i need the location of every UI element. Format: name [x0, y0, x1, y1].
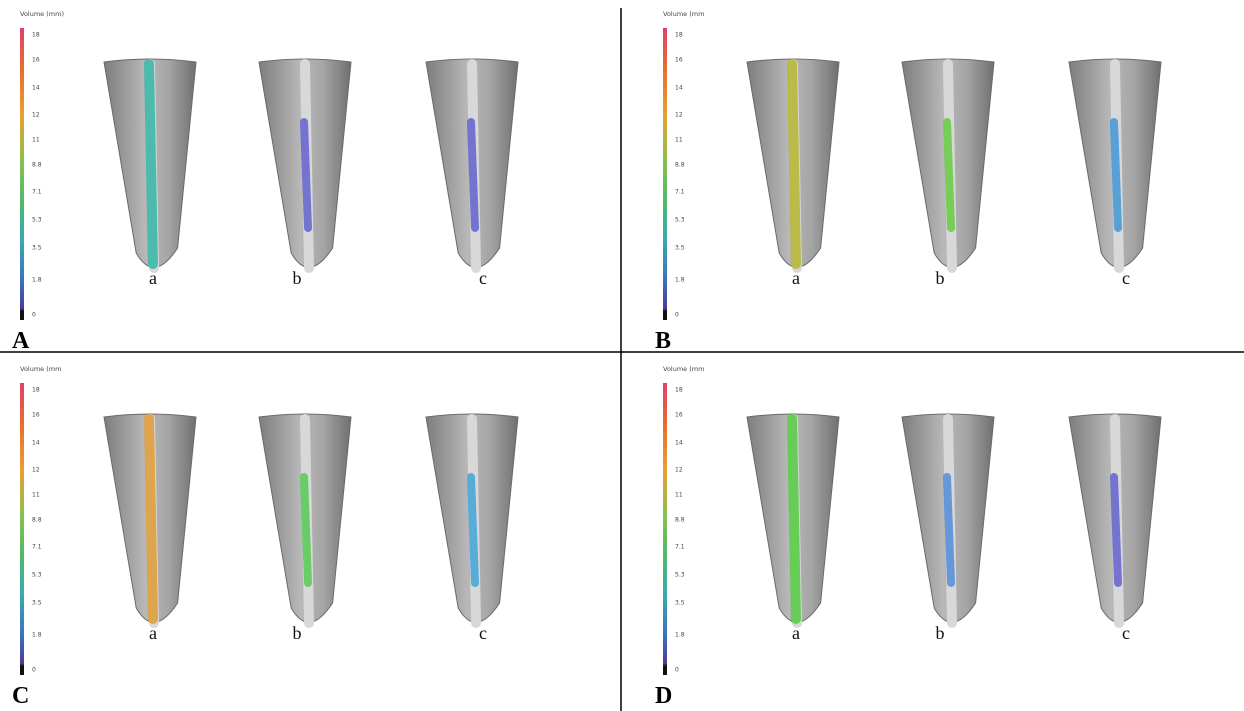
scale-tick-label: 3.5: [32, 600, 42, 607]
scale-tick-label: 16: [675, 412, 683, 419]
scale-tick-label: 16: [675, 57, 683, 64]
color-scale: [663, 383, 667, 675]
scale-tick-label: 5.3: [675, 217, 685, 224]
scale-tick-label: 12: [675, 112, 683, 119]
scale-tick-label: 11: [675, 137, 683, 144]
sample-label: a: [149, 623, 157, 643]
scale-tick-label: 16: [32, 412, 40, 419]
scale-tick-label: 8.8: [32, 162, 42, 169]
scale-tick-label: 3.5: [675, 600, 685, 607]
panel: Volume (mm 18 16 14 12 11 8.8 7.1 5.3 3.5 1.8 0 a b c B: [655, 10, 1162, 354]
panel-letter: B: [655, 328, 671, 354]
scale-title: Volume (mm: [20, 365, 61, 373]
scale-tick-label: 5.3: [32, 217, 42, 224]
scale-tick-label: 14: [32, 85, 40, 92]
scale-tick-label: 16: [32, 57, 40, 64]
scale-tick-label: 7.1: [32, 544, 42, 551]
scale-tick-label: 14: [32, 440, 40, 447]
sample-label: b: [936, 623, 945, 643]
scale-title: Volume (mm): [20, 10, 64, 18]
scale-tick-label: 0: [32, 667, 36, 674]
scale-tick-label: 12: [32, 112, 40, 119]
scale-tick-label: 11: [32, 492, 40, 499]
scale-tick-label: 11: [32, 137, 40, 144]
scale-tick-label: 8.8: [675, 162, 685, 169]
scale-tick-label: 7.1: [32, 189, 42, 196]
scale-tick-label: 12: [32, 467, 40, 474]
sample-label: b: [293, 268, 302, 288]
scale-tick-label: 14: [675, 85, 683, 92]
scale-tick-label: 7.1: [675, 544, 685, 551]
sample-label: b: [293, 623, 302, 643]
scale-tick-label: 1.8: [32, 277, 42, 284]
filling: [467, 473, 479, 587]
panel-letter: C: [12, 683, 29, 709]
filling: [144, 414, 158, 624]
scale-tick-label: 8.8: [32, 517, 42, 524]
filling: [300, 473, 312, 587]
scale-tick-label: 14: [675, 440, 683, 447]
scale-tick-label: 12: [675, 467, 683, 474]
scale-tick-label: 1.8: [32, 632, 42, 639]
scale-tick-label: 5.3: [32, 572, 42, 579]
sample-label: c: [479, 623, 487, 643]
scale-tick-label: 18: [675, 32, 683, 39]
color-scale: [663, 28, 667, 320]
scale-tick-label: 0: [675, 312, 679, 319]
filling: [1110, 118, 1122, 232]
panel: Volume (mm) 18 16 14 12 11 8.8 7.1 5.3 3.5 1.8 0 a b c…: [12, 10, 519, 354]
panel: Volume (mm 18 16 14 12 11 8.8 7.1 5.3 3.5 1.8 0 a b c C: [12, 365, 519, 709]
scale-tick-label: 8.8: [675, 517, 685, 524]
scale-tick-label: 7.1: [675, 189, 685, 196]
panel-letter: A: [12, 328, 30, 354]
filling: [943, 473, 955, 587]
sample-label: b: [936, 268, 945, 288]
scale-title: Volume (mm: [663, 365, 704, 373]
scale-tick-label: 1.8: [675, 277, 685, 284]
filling: [787, 414, 801, 624]
panel: Volume (mm 18 16 14 12 11 8.8 7.1 5.3 3.5 1.8 0 a b c D: [655, 365, 1162, 709]
scale-tick-label: 18: [675, 387, 683, 394]
filling: [467, 118, 479, 232]
sample-label: a: [149, 268, 157, 288]
sample-label: c: [1122, 268, 1130, 288]
color-scale: [20, 383, 24, 675]
scale-tick-label: 0: [32, 312, 36, 319]
filling: [787, 59, 801, 269]
scale-tick-label: 18: [32, 387, 40, 394]
scale-tick-label: 3.5: [675, 245, 685, 252]
sample-label: a: [792, 268, 800, 288]
scale-tick-label: 3.5: [32, 245, 42, 252]
sample-label: c: [479, 268, 487, 288]
panel-letter: D: [655, 683, 672, 709]
scale-title: Volume (mm: [663, 10, 704, 18]
filling: [300, 118, 312, 232]
color-scale: [20, 28, 24, 320]
filling: [144, 59, 158, 269]
scale-tick-label: 0: [675, 667, 679, 674]
scale-tick-label: 11: [675, 492, 683, 499]
filling: [943, 118, 955, 232]
scale-tick-label: 1.8: [675, 632, 685, 639]
sample-label: c: [1122, 623, 1130, 643]
scale-tick-label: 18: [32, 32, 40, 39]
scale-tick-label: 5.3: [675, 572, 685, 579]
sample-label: a: [792, 623, 800, 643]
filling: [1110, 473, 1122, 587]
